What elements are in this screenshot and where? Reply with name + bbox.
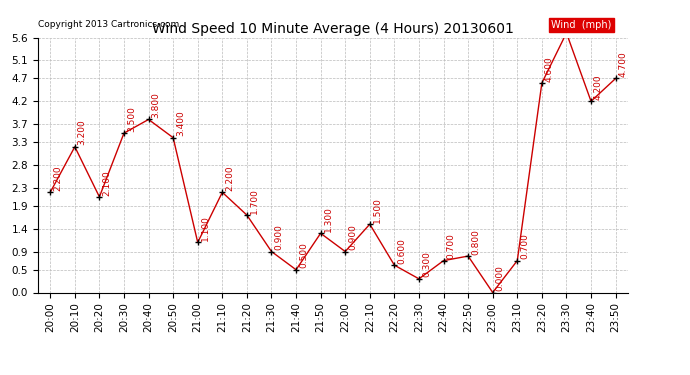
Text: Wind  (mph): Wind (mph) [551,20,611,30]
Text: Copyright 2013 Cartronics.com: Copyright 2013 Cartronics.com [38,20,179,28]
Text: 3.400: 3.400 [176,111,185,136]
Text: 3.200: 3.200 [78,120,87,146]
Text: 0.300: 0.300 [422,252,431,278]
Text: 1.700: 1.700 [250,188,259,214]
Text: 4.700: 4.700 [618,51,628,77]
Text: 3.500: 3.500 [127,106,136,132]
Text: 4.700: 4.700 [0,374,1,375]
Text: 3.800: 3.800 [152,92,161,118]
Text: 0.700: 0.700 [446,233,455,259]
Text: 0.900: 0.900 [348,224,357,250]
Text: 2.100: 2.100 [102,170,111,195]
Text: 4.200: 4.200 [594,74,603,100]
Text: 0.700: 0.700 [520,233,529,259]
Text: 0.900: 0.900 [275,224,284,250]
Text: 1.100: 1.100 [201,215,210,241]
Text: 2.200: 2.200 [225,165,235,191]
Text: 0.500: 0.500 [299,243,308,268]
Text: 0.800: 0.800 [471,229,480,255]
Text: 4.600: 4.600 [545,56,554,82]
Text: 1.500: 1.500 [373,197,382,223]
Text: 0.600: 0.600 [397,238,406,264]
Text: 1.300: 1.300 [324,206,333,232]
Title: Wind Speed 10 Minute Average (4 Hours) 20130601: Wind Speed 10 Minute Average (4 Hours) 2… [152,22,514,36]
Text: 2.200: 2.200 [53,165,62,191]
Text: 0.000: 0.000 [495,265,504,291]
